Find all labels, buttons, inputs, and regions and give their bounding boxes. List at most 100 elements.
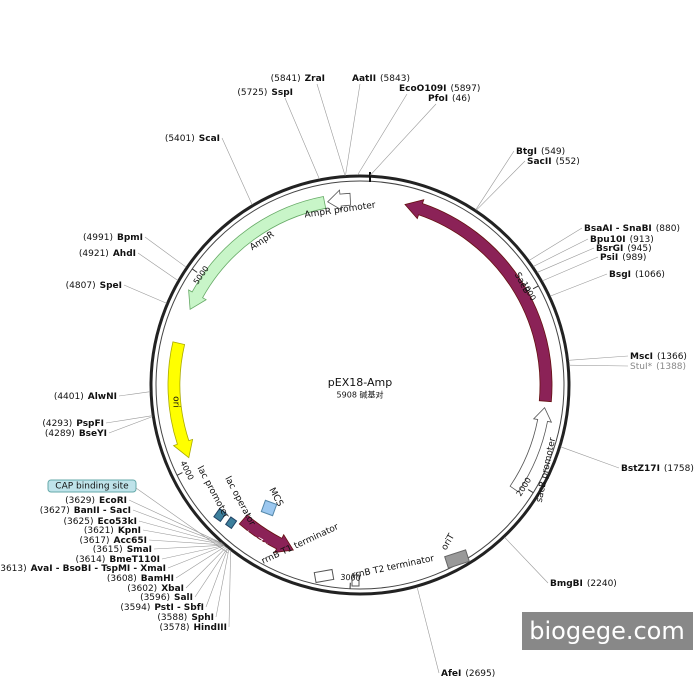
leader bbox=[528, 227, 583, 261]
site-label: (3608) BamHI bbox=[107, 574, 174, 584]
inner-ring bbox=[155, 180, 565, 590]
site-label: (3613) AvaI - BsoBI - TspMI - XmaI bbox=[0, 564, 166, 574]
site-position: (989) bbox=[622, 253, 646, 263]
site-name: BmeT110I bbox=[109, 555, 160, 565]
ori bbox=[167, 341, 194, 459]
leader bbox=[105, 415, 153, 424]
orit-box bbox=[444, 549, 470, 569]
site-name: Acc65I bbox=[113, 536, 147, 546]
feature-label: lac operator bbox=[222, 475, 257, 528]
site-name: SpeI bbox=[100, 281, 122, 291]
plasmid-title: pEX18-Amp bbox=[328, 376, 392, 389]
site-position: (3614) bbox=[75, 555, 105, 565]
leader bbox=[153, 544, 225, 550]
site-label: BstZ17I (1758) bbox=[621, 464, 694, 474]
site-name: SacII bbox=[527, 157, 552, 167]
tick-label: 3000 bbox=[340, 573, 361, 583]
site-position: (4921) bbox=[79, 249, 109, 259]
leader bbox=[142, 529, 224, 545]
site-label: BsrGI (945) bbox=[596, 244, 652, 254]
site-label: AfeI (2695) bbox=[441, 669, 495, 679]
site-name: SspI bbox=[271, 88, 293, 98]
leader bbox=[533, 238, 589, 267]
site-label: Bpu10I (913) bbox=[590, 235, 654, 245]
site-label: BtgI (549) bbox=[516, 147, 565, 157]
site-position: (3608) bbox=[107, 574, 137, 584]
site-position: (549) bbox=[541, 147, 565, 157]
site-label: MscI (1366) bbox=[630, 352, 687, 362]
site-label: (3602) XbaI bbox=[127, 584, 184, 594]
rrnb-t2-box bbox=[351, 574, 360, 587]
site-name: EcoO109I bbox=[399, 84, 446, 94]
leader bbox=[560, 446, 620, 469]
site-label: BmgBI (2240) bbox=[550, 579, 617, 589]
site-name: PspFI bbox=[76, 419, 104, 429]
tick-mark bbox=[532, 285, 539, 290]
site-position: (1366) bbox=[657, 352, 687, 362]
site-position: (4401) bbox=[54, 392, 84, 402]
site-label: StuI* (1388) bbox=[630, 362, 686, 372]
tick-mark bbox=[527, 489, 534, 494]
site-name: BstZ17I bbox=[621, 464, 660, 474]
site-label: (3615) SmaI bbox=[93, 545, 152, 555]
leader bbox=[542, 256, 599, 282]
leader bbox=[284, 97, 320, 180]
feature-label: CAP binding site bbox=[55, 482, 129, 492]
site-name: BanII - SacI bbox=[74, 506, 131, 516]
site-position: (3578) bbox=[160, 623, 190, 633]
site-name: ScaI bbox=[199, 134, 220, 144]
site-name: EcoRI bbox=[99, 496, 127, 506]
site-position: (5841) bbox=[271, 74, 301, 84]
site-name: BseYI bbox=[79, 429, 107, 439]
site-position: (1066) bbox=[635, 270, 665, 280]
site-position: (2695) bbox=[465, 669, 495, 679]
site-label: (3627) BanII - SacI bbox=[40, 506, 131, 516]
site-name: BsaAI - SnaBI bbox=[584, 224, 652, 234]
site-label: PfoI (46) bbox=[428, 94, 471, 104]
leader bbox=[128, 499, 222, 544]
site-name: AvaI - BsoBI - TspMI - XmaI bbox=[31, 564, 166, 574]
tick-mark bbox=[176, 472, 183, 476]
tick-mark bbox=[191, 268, 198, 273]
leader bbox=[569, 364, 629, 367]
site-label: (4289) BseYI bbox=[45, 429, 107, 439]
site-position: (3625) bbox=[64, 517, 94, 527]
site-name: SphI bbox=[191, 613, 214, 623]
tick-label: 4000 bbox=[178, 459, 195, 481]
leader bbox=[537, 247, 595, 273]
site-position: (3615) bbox=[93, 545, 123, 555]
lac-operator-box bbox=[224, 516, 238, 530]
site-position: (2240) bbox=[587, 579, 617, 589]
leader bbox=[345, 83, 361, 176]
site-position: (3629) bbox=[65, 496, 95, 506]
site-name: ZraI bbox=[305, 74, 325, 84]
site-position: (3594) bbox=[120, 603, 150, 613]
site-position: (3588) bbox=[157, 613, 187, 623]
site-name: BsgI bbox=[609, 270, 631, 280]
leader bbox=[550, 273, 608, 297]
site-label: (4401) AlwNI bbox=[54, 392, 117, 402]
site-name: PstI - SbfI bbox=[154, 603, 204, 613]
site-position: (46) bbox=[452, 94, 470, 104]
site-label: (3625) Eco53kI bbox=[64, 517, 137, 527]
site-position: (5897) bbox=[450, 84, 480, 94]
site-label: SacII (552) bbox=[527, 157, 580, 167]
site-position: (3617) bbox=[80, 536, 110, 546]
feature-label: rrnB T2 terminator bbox=[351, 554, 435, 581]
site-position: (4293) bbox=[42, 419, 72, 429]
leader bbox=[228, 550, 231, 628]
site-name: Eco53kI bbox=[97, 517, 137, 527]
watermark-box bbox=[522, 612, 693, 650]
site-position: (3613) bbox=[0, 564, 27, 574]
site-position: (3627) bbox=[40, 506, 70, 516]
rrnb-t1-box bbox=[313, 568, 335, 584]
plasmid-length: 5908 碱基对 bbox=[337, 390, 384, 400]
site-name: BamHI bbox=[141, 574, 174, 584]
site-label: (4921) AhdI bbox=[79, 249, 136, 259]
site-label: (3617) Acc65I bbox=[80, 536, 147, 546]
site-label: (3578) HindIII bbox=[160, 623, 227, 633]
site-position: (1388) bbox=[656, 362, 686, 372]
site-label: (3629) EcoRI bbox=[65, 496, 127, 506]
leader bbox=[476, 160, 526, 211]
site-position: (880) bbox=[656, 224, 680, 234]
